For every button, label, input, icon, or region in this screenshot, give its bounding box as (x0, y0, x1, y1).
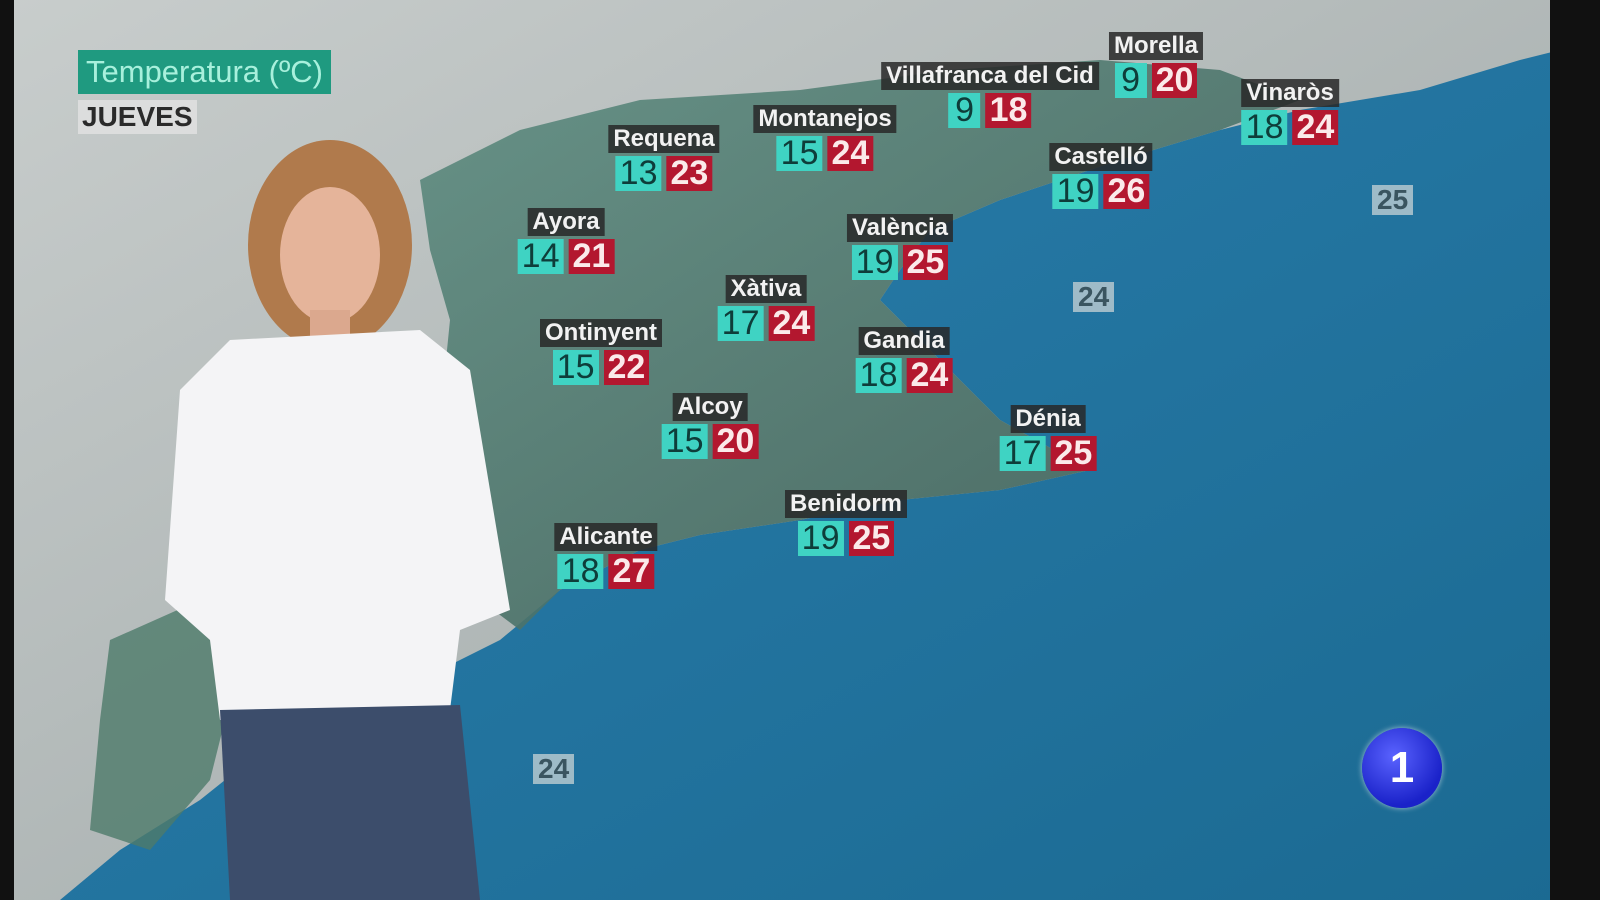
max-temperature: 24 (768, 306, 815, 341)
city-forecast: Dénia 17 25 (999, 405, 1097, 471)
city-name: Xàtiva (725, 275, 807, 303)
min-temperature: 19 (797, 521, 844, 556)
city-name: Alicante (554, 523, 658, 551)
right-border (1550, 0, 1600, 900)
max-temperature: 25 (848, 521, 895, 556)
city-name: Castelló (1049, 143, 1153, 171)
sea-temperature: 25 (1372, 185, 1414, 215)
city-forecast: Xàtiva 17 24 (717, 275, 815, 341)
max-temperature: 24 (1292, 110, 1339, 145)
presenter (165, 140, 510, 900)
channel-1-logo: 1 (1362, 728, 1442, 808)
city-name: Vinaròs (1241, 79, 1339, 107)
min-temperature: 17 (999, 436, 1046, 471)
max-temperature: 27 (608, 554, 655, 589)
city-name: Gandia (858, 327, 950, 355)
city-forecast: Alicante 18 27 (554, 523, 658, 589)
temperature-pair: 19 25 (797, 521, 895, 556)
logo-text: 1 (1389, 743, 1415, 792)
temperature-pair: 18 27 (557, 554, 655, 589)
murcia-region (90, 600, 230, 850)
min-temperature: 19 (851, 245, 898, 280)
city-forecast: Montanejos 15 24 (753, 105, 897, 171)
max-temperature: 18 (985, 93, 1032, 128)
max-temperature: 24 (827, 136, 874, 171)
min-temperature: 13 (615, 156, 662, 191)
city-name: Morella (1108, 32, 1204, 60)
min-temperature: 18 (557, 554, 604, 589)
min-temperature: 15 (552, 350, 599, 385)
max-temperature: 25 (902, 245, 949, 280)
max-temperature: 21 (568, 239, 615, 274)
temperature-pair: 9 18 (948, 93, 1032, 128)
city-forecast: Morella 9 20 (1108, 32, 1204, 98)
max-temperature: 26 (1103, 174, 1150, 209)
city-name: Villafranca del Cid (881, 62, 1099, 90)
temperature-pair: 13 23 (615, 156, 713, 191)
min-temperature: 9 (948, 93, 981, 128)
max-temperature: 23 (666, 156, 713, 191)
temperature-pair: 17 25 (999, 436, 1097, 471)
min-temperature: 18 (855, 358, 902, 393)
city-forecast: Vinaròs 18 24 (1241, 79, 1339, 145)
max-temperature: 22 (603, 350, 650, 385)
temperature-pair: 19 26 (1052, 174, 1150, 209)
city-forecast: Benidorm 19 25 (784, 490, 908, 556)
sea-temperature: 24 (533, 754, 575, 784)
city-forecast: Villafranca del Cid 9 18 (881, 62, 1099, 128)
city-name: València (846, 214, 954, 242)
min-temperature: 18 (1241, 110, 1288, 145)
temperature-pair: 15 20 (661, 424, 759, 459)
min-temperature: 9 (1114, 63, 1147, 98)
temperature-pair: 15 24 (776, 136, 874, 171)
max-temperature: 20 (712, 424, 759, 459)
city-name: Ayora (527, 208, 605, 236)
temperature-pair: 18 24 (855, 358, 953, 393)
left-border (0, 0, 14, 900)
temperature-pair: 17 24 (717, 306, 815, 341)
city-name: Requena (608, 125, 720, 153)
max-temperature: 25 (1050, 436, 1097, 471)
temperature-pair: 9 20 (1114, 63, 1198, 98)
city-name: Montanejos (753, 105, 897, 133)
city-forecast: Requena 13 23 (608, 125, 720, 191)
city-name: Ontinyent (540, 319, 662, 347)
temperature-pair: 18 24 (1241, 110, 1339, 145)
min-temperature: 17 (717, 306, 764, 341)
min-temperature: 15 (776, 136, 823, 171)
temperature-pair: 14 21 (517, 239, 615, 274)
sea-temperature: 24 (1073, 282, 1115, 312)
min-temperature: 15 (661, 424, 708, 459)
city-forecast: Ayora 14 21 (517, 208, 615, 274)
city-forecast: Gandia 18 24 (855, 327, 953, 393)
city-name: Benidorm (784, 490, 908, 518)
max-temperature: 20 (1151, 63, 1198, 98)
map-title: Temperatura (ºC) (78, 50, 331, 94)
city-forecast: Castelló 19 26 (1049, 143, 1153, 209)
min-temperature: 19 (1052, 174, 1099, 209)
city-forecast: Alcoy 15 20 (661, 393, 759, 459)
city-name: Dénia (1010, 405, 1086, 433)
temperature-pair: 19 25 (851, 245, 949, 280)
min-temperature: 14 (517, 239, 564, 274)
city-forecast: València 19 25 (846, 214, 954, 280)
city-name: Alcoy (672, 393, 748, 421)
max-temperature: 24 (906, 358, 953, 393)
city-forecast: Ontinyent 15 22 (540, 319, 662, 385)
forecast-day: JUEVES (78, 100, 197, 134)
temperature-pair: 15 22 (552, 350, 650, 385)
